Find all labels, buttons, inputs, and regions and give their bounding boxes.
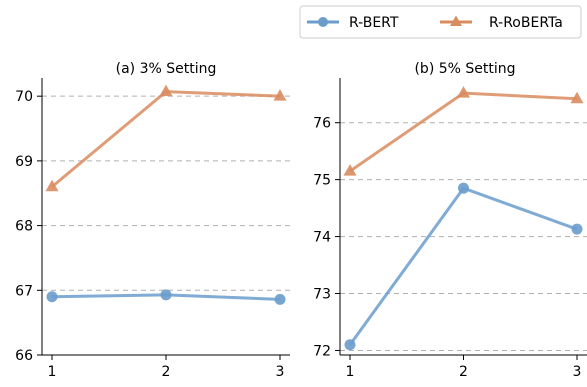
y-tick-label: 72 xyxy=(313,343,331,359)
x-tick-label: 2 xyxy=(162,364,171,380)
series-line-r-bert xyxy=(348,186,578,346)
y-tick-label: 70 xyxy=(15,89,33,105)
data-point-r-bert xyxy=(160,289,172,301)
panel-5-percent-setting: (b) 5% Setting 72 73 74 75 76 1 2 3 xyxy=(313,61,587,380)
panel-title: (b) 5% Setting xyxy=(414,61,515,77)
legend-marker-r-roberta xyxy=(450,15,462,26)
x-tick-label: 3 xyxy=(573,364,582,380)
legend: R-BERT R-RoBERTa xyxy=(299,5,582,39)
series-line-r-roberta xyxy=(349,91,578,173)
x-tick-label: 1 xyxy=(346,364,355,380)
y-tick-label: 69 xyxy=(15,154,33,170)
data-point-r-roberta xyxy=(343,164,357,176)
data-point-r-bert xyxy=(571,223,583,235)
legend-label-r-bert: R-BERT xyxy=(349,15,399,31)
y-tick-label: 76 xyxy=(313,116,331,132)
legend-label-r-roberta: R-RoBERTa xyxy=(489,15,563,31)
y-tick-label: 68 xyxy=(15,219,33,235)
x-tick-label: 2 xyxy=(459,364,468,380)
data-point-r-roberta xyxy=(570,91,584,104)
data-point-r-roberta xyxy=(457,86,470,98)
data-point-r-roberta xyxy=(273,89,287,101)
data-point-r-bert xyxy=(46,291,58,303)
y-tick-label: 66 xyxy=(15,348,33,364)
series-line-r-roberta xyxy=(51,90,281,188)
y-tick-label: 67 xyxy=(15,283,33,299)
data-point-r-bert xyxy=(274,293,286,305)
y-tick-label: 75 xyxy=(313,173,331,189)
x-tick-label: 1 xyxy=(48,364,57,380)
legend-marker-r-bert xyxy=(318,17,328,27)
data-point-r-roberta xyxy=(45,179,59,192)
data-point-r-roberta xyxy=(159,84,173,97)
data-point-r-bert xyxy=(344,339,356,351)
y-tick-label: 74 xyxy=(313,230,331,246)
x-tick-label: 3 xyxy=(276,364,285,380)
y-tick-label: 73 xyxy=(313,287,331,303)
panel-title: (a) 3% Setting xyxy=(116,61,217,77)
panel-3-percent-setting: (a) 3% Setting 66 67 68 69 70 1 2 3 xyxy=(15,61,290,380)
data-point-r-bert xyxy=(458,182,469,194)
